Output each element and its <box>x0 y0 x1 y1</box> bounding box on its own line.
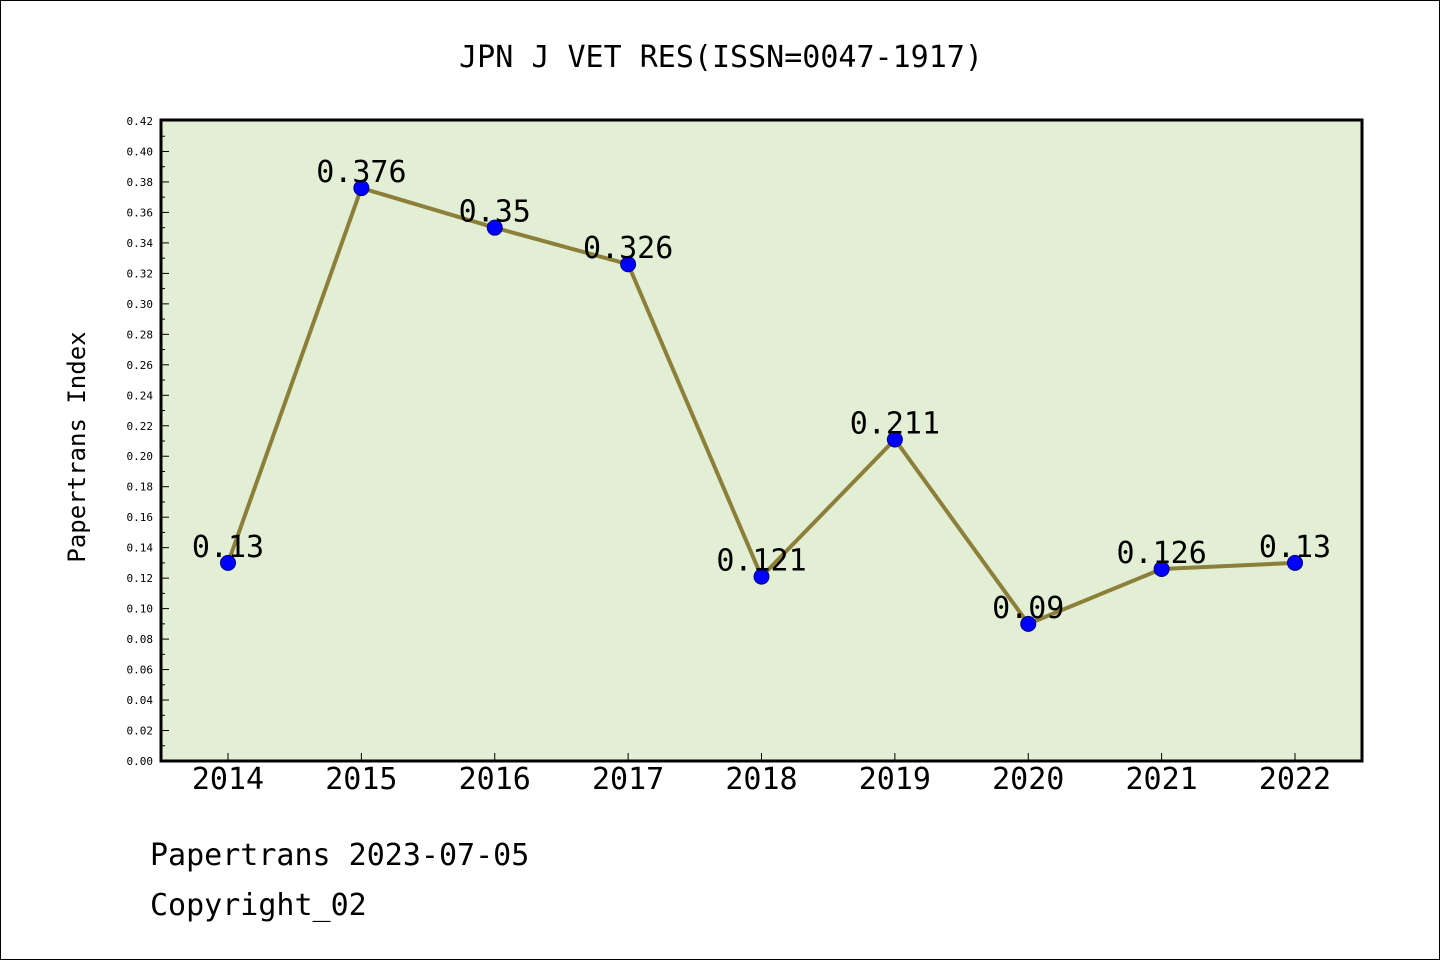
data-point <box>486 219 503 236</box>
data-point <box>220 554 236 571</box>
x-tick-label: 2018 <box>725 762 797 797</box>
y-tick-label: 0.26 <box>127 359 154 372</box>
y-tick-label: 0.12 <box>127 572 154 585</box>
x-tick-label: 2021 <box>1126 762 1198 797</box>
y-tick-label: 0.02 <box>127 725 154 738</box>
data-label: 0.09 <box>992 591 1064 626</box>
y-tick-label: 0.14 <box>127 542 154 555</box>
data-label: 0.126 <box>1116 536 1206 571</box>
x-axis-ticks: 2014 2015 2016 2017 2018 2019 2020 2021 2022 <box>192 753 1331 797</box>
data-label: 0.13 <box>192 530 264 565</box>
y-tick-label: 0.16 <box>127 511 154 524</box>
y-tick-label: 0.04 <box>127 694 154 707</box>
y-tick-label: 0.18 <box>127 481 154 494</box>
data-label: 0.376 <box>316 155 406 190</box>
x-tick-label: 2015 <box>325 762 397 797</box>
y-tick-label: 0.28 <box>127 328 154 341</box>
data-label: 0.211 <box>850 406 940 441</box>
y-tick-label: 0.08 <box>127 633 154 646</box>
x-tick-label: 2019 <box>859 762 931 797</box>
series-layer: 0.13 0.376 0.35 0.326 0.121 0.211 0.09 0.126 0.1… <box>192 155 1331 632</box>
data-label: 0.35 <box>459 195 531 230</box>
data-label: 0.121 <box>716 544 806 579</box>
y-tick-label: 0.34 <box>127 237 154 250</box>
y-tick-label: 0.36 <box>127 206 154 219</box>
y-tick-label: 0.38 <box>127 176 154 189</box>
data-label: 0.326 <box>583 231 673 266</box>
data-point <box>1287 554 1303 571</box>
x-tick-label: 2016 <box>459 762 531 797</box>
chart-title: JPN J VET RES(ISSN=0047-1917) <box>459 40 983 75</box>
footer-copyright-line: Copyright_02 <box>150 888 367 923</box>
y-tick-label: 0.10 <box>127 603 154 616</box>
y-tick-label: 0.24 <box>127 389 154 402</box>
y-tick-label: 0.06 <box>127 664 154 677</box>
data-point <box>353 180 370 197</box>
y-axis-label: Papertrans Index <box>63 331 91 562</box>
y-tick-label: 0.20 <box>127 450 154 463</box>
footer-date-line: Papertrans 2023-07-05 <box>150 838 529 873</box>
x-tick-label: 2017 <box>592 762 664 797</box>
data-label: 0.13 <box>1259 530 1331 565</box>
x-tick-label: 2020 <box>992 762 1064 797</box>
y-tick-label: 0.40 <box>127 145 154 158</box>
data-point <box>886 431 903 448</box>
y-tick-label: 0.22 <box>127 420 154 433</box>
y-tick-label: 0.42 <box>127 115 154 128</box>
data-point <box>753 568 770 585</box>
data-point <box>620 256 637 273</box>
y-tick-label: 0.00 <box>127 755 154 768</box>
data-point <box>1153 561 1170 577</box>
y-axis-ticks: 0.00 0.02 0.04 0.06 0.08 0.10 0.12 0.14 0.16 0.18… <box>127 115 169 768</box>
y-tick-label: 0.30 <box>127 298 154 311</box>
y-tick-label: 0.32 <box>127 267 154 280</box>
data-point <box>1020 615 1037 632</box>
x-tick-label: 2022 <box>1259 762 1331 797</box>
x-tick-label: 2014 <box>192 762 264 797</box>
plot-area <box>159 118 1364 763</box>
